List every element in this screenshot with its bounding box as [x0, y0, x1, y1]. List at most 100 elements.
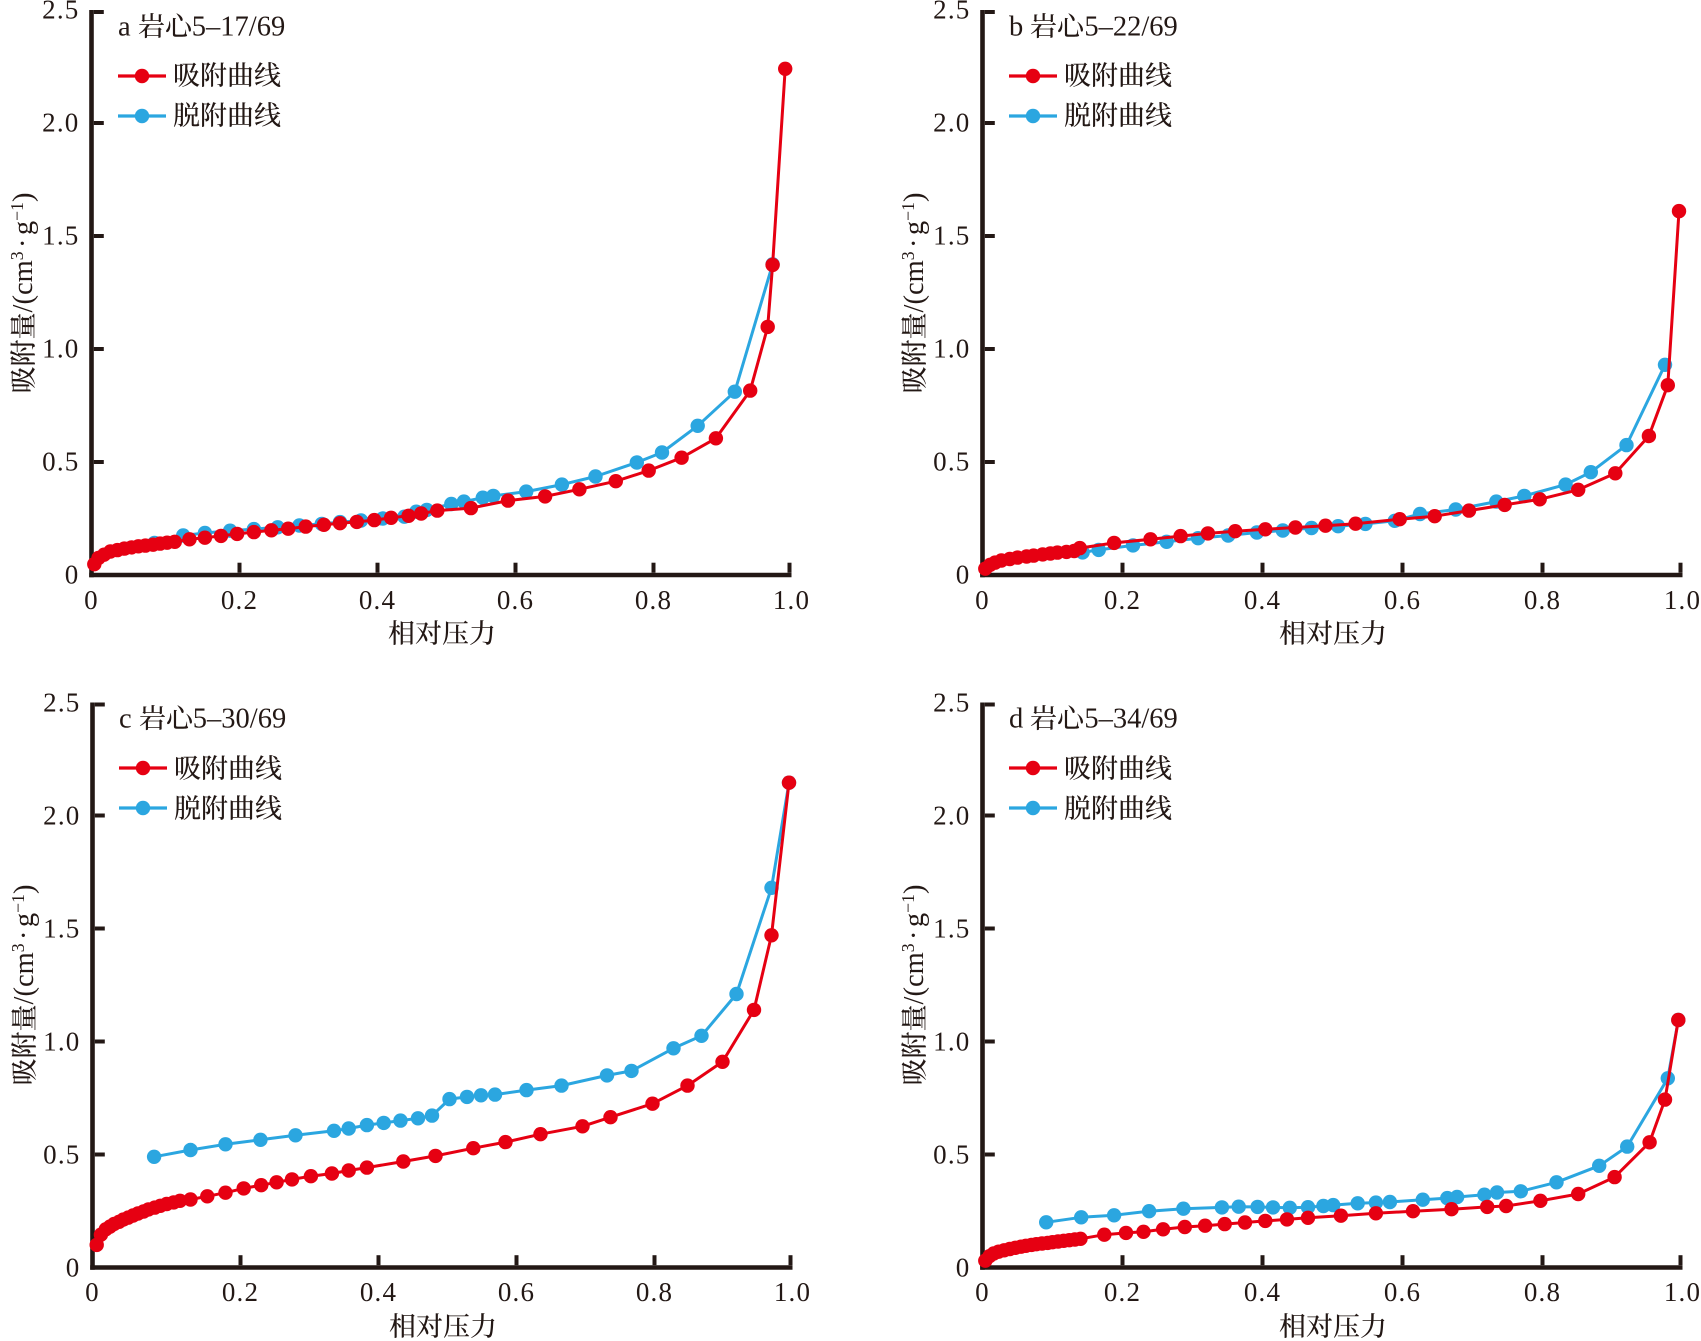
- marker-adsorption: [463, 500, 479, 516]
- marker-adsorption: [383, 510, 399, 525]
- legend-item-adsorption: [1009, 62, 1172, 89]
- y-tick-label: 1.0: [933, 1026, 971, 1056]
- marker-adsorption: [1288, 520, 1303, 535]
- marker-desorption: [1074, 1210, 1089, 1225]
- marker-desorption: [1300, 1200, 1316, 1215]
- marker-adsorption: [575, 1119, 590, 1134]
- marker-adsorption: [1571, 482, 1586, 497]
- marker-desorption: [326, 1123, 342, 1139]
- marker-adsorption: [1258, 1213, 1273, 1229]
- adsorption-line-marker-icon: [119, 760, 168, 776]
- cjk-char-压: [1333, 1313, 1359, 1338]
- x-tick-label: 0.4: [1243, 1277, 1282, 1307]
- marker-adsorption: [1498, 1198, 1514, 1214]
- marker-desorption: [1039, 1215, 1054, 1230]
- marker-adsorption: [1427, 509, 1442, 524]
- marker-desorption: [393, 1113, 408, 1128]
- y-tick-label: 1.5: [933, 913, 971, 943]
- cjk-char-附: [1093, 754, 1118, 780]
- x-tick-label: 1.0: [773, 1277, 812, 1307]
- marker-desorption: [624, 1063, 639, 1079]
- marker-adsorption: [316, 517, 332, 532]
- y-tick-label: 2.0: [43, 800, 81, 830]
- x-tick-label: 0.8: [1523, 584, 1562, 615]
- marker-adsorption: [359, 1160, 375, 1175]
- marker-desorption: [1513, 1184, 1529, 1199]
- marker-adsorption: [1073, 1231, 1088, 1247]
- x-tick-label: 0: [84, 584, 99, 615]
- desorption-line-marker-icon: [1009, 800, 1058, 816]
- marker-desorption: [486, 488, 501, 504]
- marker-adsorption: [200, 1189, 215, 1204]
- marker-desorption: [218, 1137, 233, 1152]
- marker-adsorption: [708, 431, 724, 446]
- marker-adsorption: [1368, 1206, 1384, 1221]
- x-tick-label: 0.2: [220, 584, 259, 615]
- legend-item-adsorption: [119, 754, 282, 782]
- cjk-char-附: [900, 1032, 926, 1057]
- marker-adsorption: [284, 1172, 300, 1187]
- desorption-line-marker-icon: [1009, 108, 1058, 123]
- marker-adsorption: [303, 1169, 319, 1184]
- x-tick-label: 0.8: [1523, 1277, 1562, 1307]
- marker-adsorption: [1258, 522, 1273, 537]
- marker-adsorption: [1228, 524, 1243, 539]
- y-tick-label: 2.5: [43, 687, 81, 717]
- marker-adsorption: [183, 1192, 198, 1207]
- marker-adsorption: [1217, 1216, 1232, 1232]
- marker-adsorption: [298, 519, 313, 534]
- x-tick-label: 0.6: [1383, 1277, 1422, 1307]
- marker-adsorption: [1318, 518, 1333, 533]
- y-tick-label: 0.5: [933, 1139, 971, 1169]
- x-tick-label: 0: [85, 1277, 100, 1307]
- marker-adsorption: [324, 1166, 340, 1181]
- marker-adsorption: [645, 1096, 660, 1111]
- x-tick-label: 1.0: [1663, 584, 1701, 615]
- marker-desorption: [1231, 1199, 1246, 1214]
- marker-adsorption: [466, 1141, 481, 1156]
- marker-desorption: [288, 1128, 303, 1143]
- marker-adsorption: [167, 534, 182, 549]
- cjk-char-相: [1279, 1312, 1305, 1338]
- marker-desorption: [487, 1087, 503, 1102]
- marker-adsorption: [1097, 1227, 1112, 1242]
- x-tick-label: 1.0: [1663, 1277, 1701, 1307]
- marker-adsorption: [236, 1181, 251, 1196]
- marker-desorption: [690, 418, 705, 433]
- marker-desorption: [1620, 1139, 1635, 1154]
- cjk-char-量: [900, 1005, 925, 1031]
- marker-desorption: [424, 1108, 440, 1123]
- x-tick-label: 0.8: [635, 1277, 674, 1307]
- legend-dot: [135, 68, 150, 83]
- marker-adsorption: [401, 508, 416, 523]
- marker-desorption: [1326, 1197, 1341, 1213]
- legend-dot: [1026, 108, 1041, 123]
- marker-desorption: [666, 1041, 681, 1056]
- marker-adsorption: [1660, 378, 1676, 393]
- cjk-char-附: [1093, 794, 1118, 820]
- marker-adsorption: [746, 1002, 762, 1018]
- marker-desorption: [146, 1149, 162, 1165]
- marker-adsorption: [1300, 1210, 1316, 1226]
- x-tick-label: 0.2: [221, 1277, 260, 1307]
- marker-adsorption: [1177, 1219, 1193, 1235]
- marker-adsorption: [500, 493, 516, 508]
- marker-adsorption: [1143, 532, 1158, 547]
- marker-desorption: [727, 384, 742, 399]
- legend-item-desorption: [1009, 794, 1172, 822]
- marker-adsorption: [197, 530, 213, 545]
- x-tick-label: 0.6: [1383, 584, 1422, 615]
- adsorption-line-marker-icon: [118, 68, 167, 83]
- marker-desorption: [1368, 1195, 1384, 1210]
- marker-adsorption: [367, 512, 382, 528]
- marker-adsorption: [1608, 466, 1623, 481]
- marker-adsorption: [172, 1193, 188, 1209]
- marker-desorption: [359, 1117, 375, 1133]
- marker-adsorption: [1571, 1186, 1586, 1202]
- marker-adsorption: [1348, 516, 1363, 531]
- marker-adsorption: [778, 61, 793, 76]
- panel-title-b: b 5–22/69: [1009, 11, 1178, 43]
